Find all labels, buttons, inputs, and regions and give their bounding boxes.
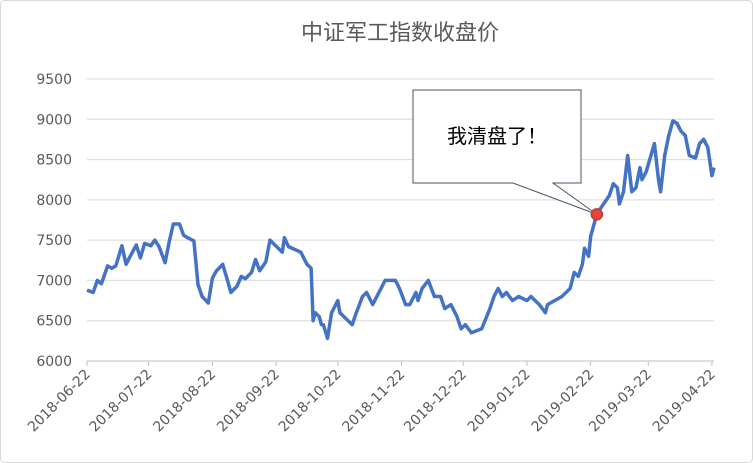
y-tick-label: 8000 [36,193,72,209]
y-tick-label: 6000 [36,354,72,370]
y-tick-label: 7000 [36,273,72,289]
highlight-point [590,208,604,221]
y-tick-label: 9000 [36,112,72,128]
y-tick-label: 6500 [36,314,72,330]
y-tick-label: 7500 [36,233,72,249]
y-tick-label: 9500 [36,72,72,88]
data-line [86,119,716,341]
callout-text: 我清盘了！ [447,124,547,148]
y-tick-label: 8500 [36,153,72,169]
chart-title: 中证军工指数收盘价 [301,21,499,46]
callout [412,89,598,215]
